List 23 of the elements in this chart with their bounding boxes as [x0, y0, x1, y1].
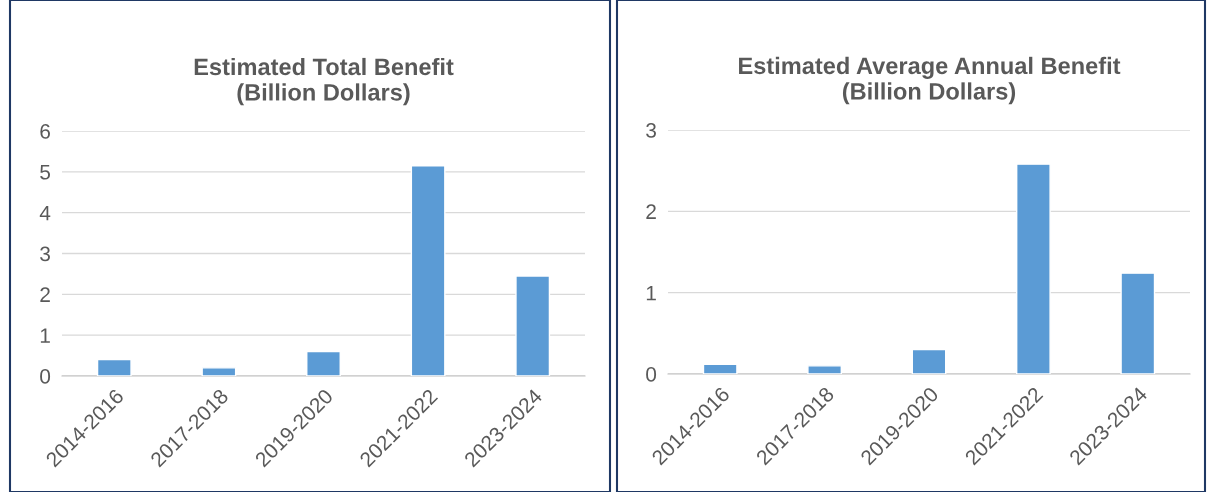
bar — [306, 350, 341, 376]
y-tick-label: 4 — [39, 205, 51, 221]
y-tick-label: 1 — [646, 285, 656, 301]
bar — [410, 165, 446, 376]
y-tick-label: 6 — [40, 124, 50, 139]
bar — [807, 365, 842, 374]
y-tick-label: 0 — [646, 367, 657, 382]
chart-title: Estimated Average Annual Benefit (Billion Dollars) — [739, 56, 1121, 105]
bar — [702, 363, 738, 374]
y-tick-label: 0 — [40, 369, 51, 384]
y-tick-label: 5 — [40, 165, 51, 180]
y-tick-label: 2 — [40, 287, 50, 302]
bar — [911, 348, 947, 374]
bar — [201, 367, 237, 376]
bar — [96, 358, 132, 376]
y-tick-label: 3 — [40, 246, 50, 262]
bar — [1120, 272, 1156, 374]
bar — [515, 275, 551, 376]
y-tick-label: 2 — [646, 204, 656, 219]
chart-title: Estimated Total Benefit (Billion Dollars) — [194, 57, 454, 106]
bar — [1016, 163, 1051, 374]
y-tick-label: 1 — [40, 328, 50, 343]
y-tick-label: 3 — [646, 123, 656, 138]
